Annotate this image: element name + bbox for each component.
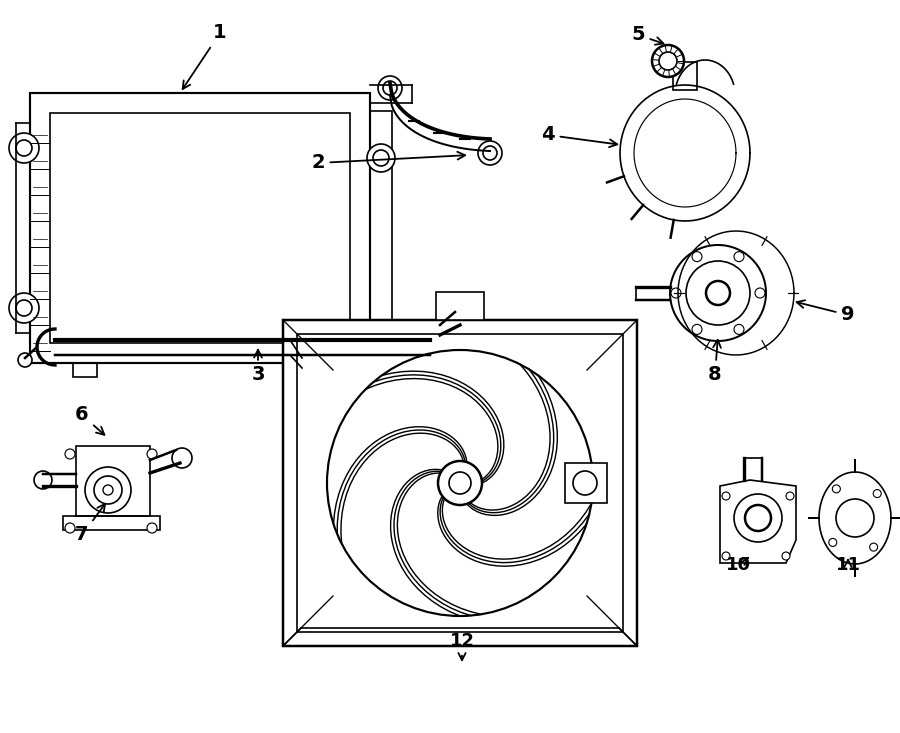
Text: 2: 2 [311, 152, 465, 172]
Text: 3: 3 [251, 350, 265, 385]
Text: 11: 11 [835, 556, 860, 574]
Circle shape [172, 448, 192, 468]
Circle shape [9, 133, 39, 163]
Circle shape [478, 141, 502, 165]
Circle shape [692, 251, 702, 262]
Circle shape [671, 288, 681, 298]
Circle shape [755, 288, 765, 298]
Circle shape [367, 144, 395, 172]
Text: 6: 6 [76, 405, 104, 435]
Circle shape [836, 499, 874, 537]
Circle shape [290, 357, 302, 369]
Circle shape [692, 325, 702, 334]
Text: 12: 12 [449, 632, 474, 660]
Circle shape [147, 523, 157, 533]
Circle shape [722, 492, 730, 500]
Text: 5: 5 [631, 26, 663, 45]
Text: 9: 9 [796, 301, 855, 325]
Circle shape [65, 449, 75, 459]
Circle shape [734, 494, 782, 542]
Text: 7: 7 [76, 504, 105, 545]
Polygon shape [720, 480, 796, 563]
Circle shape [378, 76, 402, 100]
Text: 8: 8 [708, 340, 722, 385]
Text: 1: 1 [183, 23, 227, 89]
Bar [673, 62, 697, 90]
Circle shape [147, 449, 157, 459]
Polygon shape [50, 113, 350, 343]
Circle shape [34, 471, 52, 489]
Circle shape [786, 492, 794, 500]
Circle shape [425, 332, 455, 362]
Circle shape [734, 325, 744, 334]
Circle shape [832, 485, 841, 493]
Bar [565, 463, 607, 503]
Text: 4: 4 [541, 125, 617, 147]
Circle shape [9, 293, 39, 323]
Circle shape [65, 523, 75, 533]
Text: 10: 10 [725, 556, 751, 574]
Circle shape [85, 467, 131, 513]
Circle shape [873, 490, 881, 498]
Circle shape [869, 543, 878, 551]
Circle shape [438, 461, 482, 505]
Circle shape [782, 552, 790, 560]
Circle shape [829, 539, 837, 546]
Polygon shape [436, 292, 484, 320]
Circle shape [734, 251, 744, 262]
Circle shape [18, 353, 32, 367]
Circle shape [670, 245, 766, 341]
Circle shape [573, 471, 597, 495]
Circle shape [652, 45, 684, 77]
Polygon shape [283, 320, 637, 646]
Circle shape [722, 552, 730, 560]
